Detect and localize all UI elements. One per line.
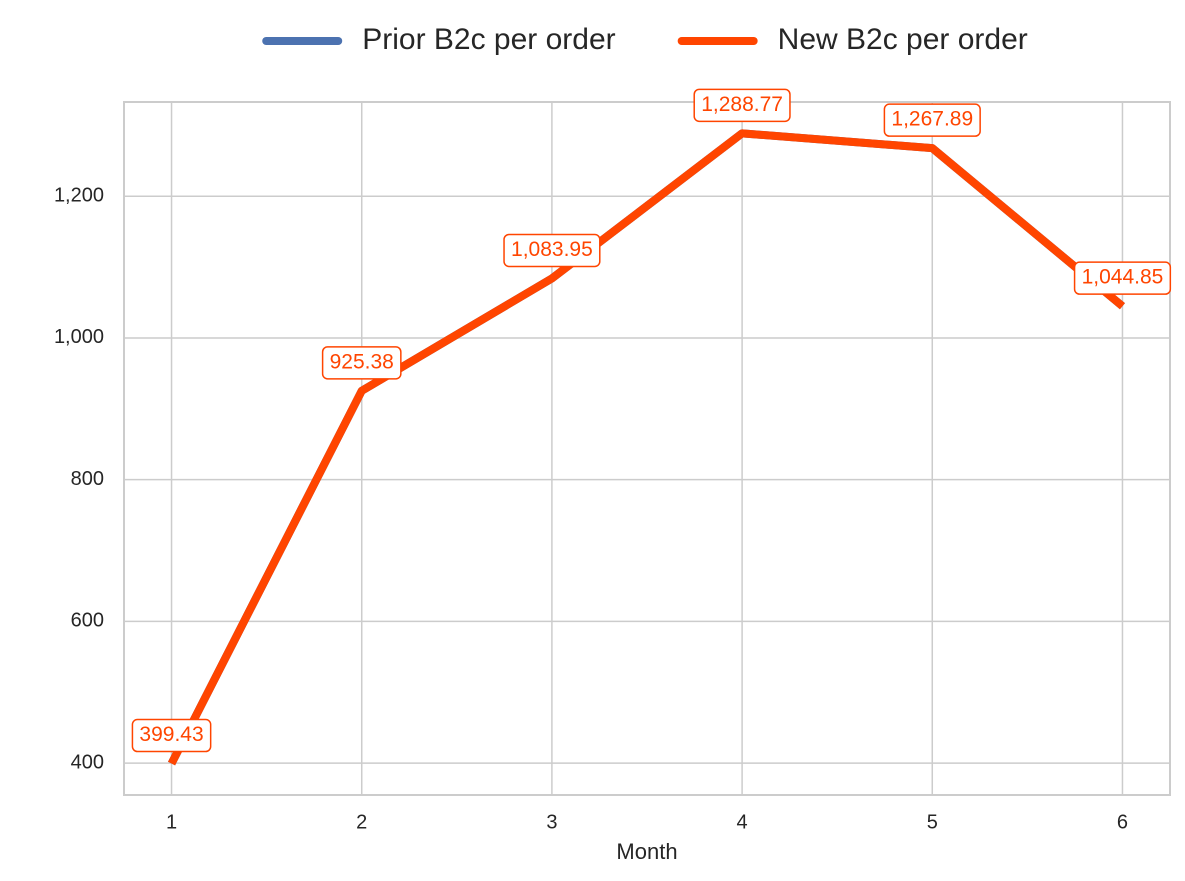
value-label-text: 1,044.85 bbox=[1082, 266, 1164, 289]
x-axis-label: Month bbox=[616, 839, 677, 864]
legend-label: New B2c per order bbox=[778, 23, 1028, 56]
legend-label: Prior B2c per order bbox=[362, 23, 615, 56]
value-label-box bbox=[883, 103, 981, 137]
y-tick-label: 1,200 bbox=[54, 185, 104, 207]
value-label-text: 399.43 bbox=[139, 723, 203, 746]
x-tick-label: 4 bbox=[737, 811, 748, 833]
value-label: 1,083.95 bbox=[503, 233, 601, 268]
x-tick-label: 5 bbox=[927, 811, 938, 833]
series-line bbox=[167, 129, 1126, 766]
x-tick-label: 6 bbox=[1117, 811, 1128, 833]
value-label-text: 1,083.95 bbox=[511, 238, 593, 261]
value-label-box bbox=[131, 718, 212, 753]
value-label: 399.43 bbox=[131, 718, 212, 753]
value-label-box bbox=[1073, 261, 1172, 295]
value-label-box bbox=[321, 346, 402, 380]
x-tick-label: 1 bbox=[166, 811, 177, 833]
x-tick-label: 2 bbox=[356, 811, 367, 833]
grid bbox=[124, 102, 1170, 795]
x-tick-label: 3 bbox=[546, 811, 557, 833]
value-label-text: 1,288.77 bbox=[701, 93, 783, 116]
value-label-box bbox=[503, 233, 601, 268]
series-line bbox=[167, 129, 1126, 766]
value-label-box bbox=[693, 88, 791, 123]
value-label: 1,288.77 bbox=[693, 88, 791, 123]
y-tick-label: 600 bbox=[71, 610, 104, 632]
y-tick-label: 800 bbox=[71, 468, 104, 490]
legend: Prior B2c per order New B2c per order bbox=[262, 23, 1028, 56]
y-tick-label: 400 bbox=[71, 751, 104, 773]
value-label: 1,267.89 bbox=[883, 103, 981, 137]
plot-frame bbox=[123, 101, 1171, 796]
value-label: 1,044.85 bbox=[1073, 261, 1172, 295]
value-label-text: 1,267.89 bbox=[891, 108, 973, 131]
value-label-text: 925.38 bbox=[330, 350, 394, 373]
y-tick-label: 1,000 bbox=[54, 326, 104, 348]
value-label: 925.38 bbox=[321, 346, 402, 380]
